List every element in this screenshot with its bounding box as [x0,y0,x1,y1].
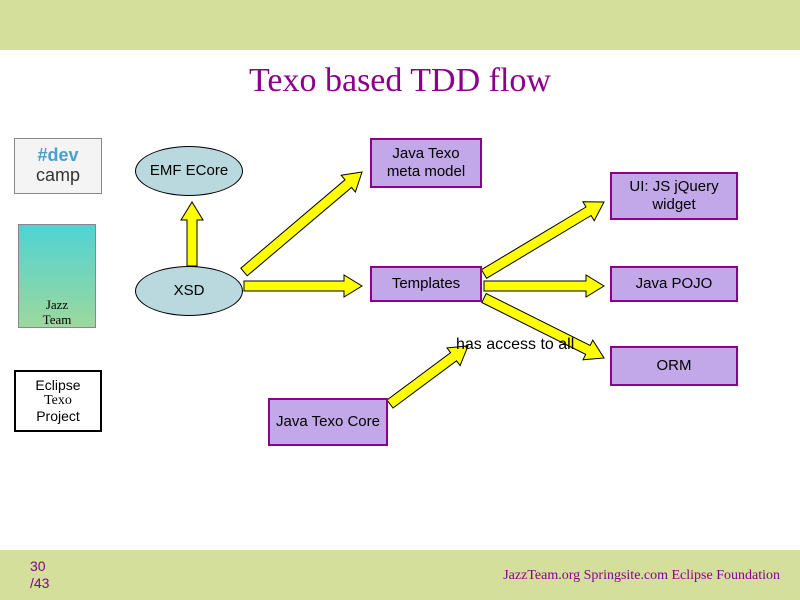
diagram-canvas: #dev camp Jazz Team Eclipse Texo Project… [0,110,800,550]
node-java-pojo: Java POJO [610,266,738,302]
devcamp-line1: #dev [37,146,78,166]
jazz-line2: Team [43,313,72,327]
node-templates: Templates [370,266,482,302]
node-xsd: XSD [135,266,243,316]
jazz-line1: Jazz [43,298,72,312]
node-orm: ORM [610,346,738,386]
devcamp-logo: #dev camp [14,138,102,194]
slide-title: Texo based TDD flow [0,62,800,100]
node-java-texo-meta: Java Texo meta model [370,138,482,188]
eclipse-line2: Texo [44,393,72,408]
access-label: has access to all [456,336,574,354]
eclipse-line3: Project [36,409,80,424]
header-bar [0,0,800,50]
page-current: 30 [30,558,49,575]
node-java-texo-core: Java Texo Core [268,398,388,446]
node-emf-ecore: EMF ECore [135,146,243,196]
page-total: /43 [30,575,49,592]
eclipse-texo-logo: Eclipse Texo Project [14,370,102,432]
eclipse-line1: Eclipse [35,378,80,393]
footer-page: 30 /43 [30,558,49,592]
footer-credits: JazzTeam.org Springsite.com Eclipse Foun… [503,568,780,584]
devcamp-line2: camp [36,166,80,186]
node-ui-widget: UI: JS jQuery widget [610,172,738,220]
jazzteam-logo: Jazz Team [18,224,96,328]
